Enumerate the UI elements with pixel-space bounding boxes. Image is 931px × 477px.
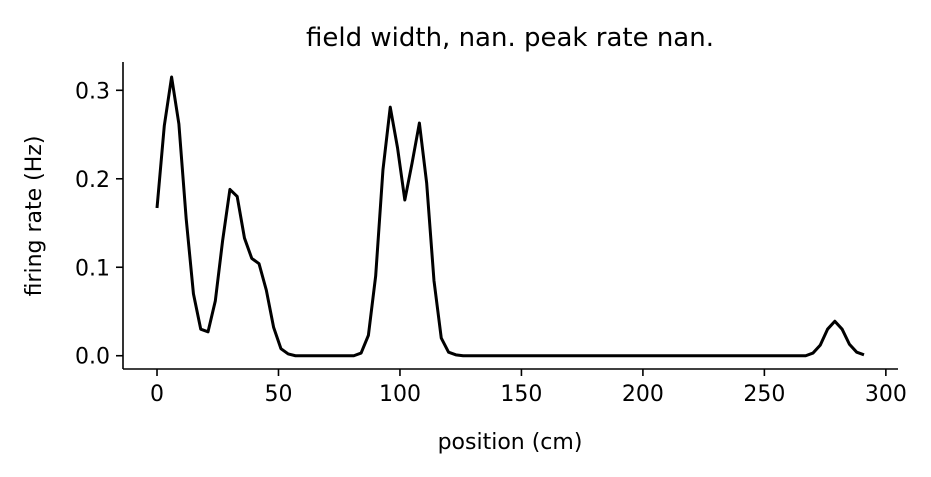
y-tick-label: 0.3: [75, 79, 110, 104]
x-tick-label: 200: [622, 382, 664, 407]
x-tick-label: 100: [379, 382, 421, 407]
x-axis-label: position (cm): [438, 430, 583, 455]
y-tick-label: 0.0: [75, 345, 110, 370]
y-tick-label: 0.1: [75, 256, 110, 281]
x-tick-label: 300: [865, 382, 907, 407]
plot-area: [155, 75, 865, 358]
y-axis-ticks: 0.0 0.1 0.2 0.3: [75, 79, 123, 370]
x-axis-ticks: 0 50 100 150 200 250 300: [150, 369, 907, 407]
y-axis-label: firing rate (Hz): [22, 136, 47, 297]
y-tick-label: 0.2: [75, 168, 110, 193]
x-tick-label: 50: [264, 382, 292, 407]
x-tick-label: 0: [150, 382, 164, 407]
x-tick-label: 150: [500, 382, 542, 407]
chart-title: field width, nan. peak rate nan.: [306, 23, 714, 53]
x-tick-label: 250: [743, 382, 785, 407]
series-line-0: [155, 75, 865, 358]
